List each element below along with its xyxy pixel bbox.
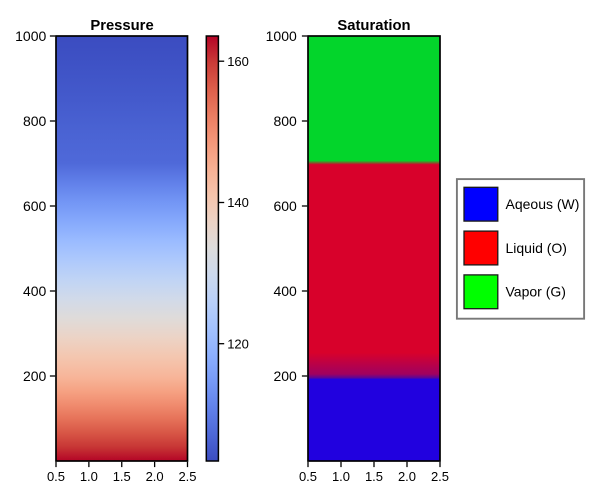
svg-text:Pressure: Pressure [90,18,153,34]
svg-text:2.5: 2.5 [431,469,449,484]
svg-text:1000: 1000 [15,28,46,44]
svg-text:140: 140 [227,195,249,210]
svg-text:1.0: 1.0 [80,469,98,484]
svg-text:800: 800 [273,113,297,129]
svg-text:1.0: 1.0 [332,469,350,484]
svg-text:200: 200 [23,368,47,384]
svg-text:600: 600 [273,198,297,214]
svg-text:1.5: 1.5 [365,469,383,484]
svg-text:0.5: 0.5 [299,469,317,484]
svg-text:Liquid (O): Liquid (O) [506,240,567,256]
svg-text:120: 120 [227,336,249,351]
svg-text:200: 200 [273,368,297,384]
svg-text:400: 400 [23,283,47,299]
svg-text:160: 160 [227,54,249,69]
svg-text:Saturation: Saturation [337,18,410,34]
svg-text:Vapor (G): Vapor (G) [506,284,566,300]
svg-text:2.0: 2.0 [398,469,416,484]
svg-text:Aqeous (W): Aqeous (W) [506,196,580,212]
svg-text:400: 400 [273,283,297,299]
svg-text:0.5: 0.5 [47,469,65,484]
svg-text:800: 800 [23,113,47,129]
svg-text:600: 600 [23,198,47,214]
svg-text:2.0: 2.0 [146,469,164,484]
svg-text:2.5: 2.5 [178,469,196,484]
svg-text:1.5: 1.5 [113,469,131,484]
svg-text:1000: 1000 [266,28,297,44]
